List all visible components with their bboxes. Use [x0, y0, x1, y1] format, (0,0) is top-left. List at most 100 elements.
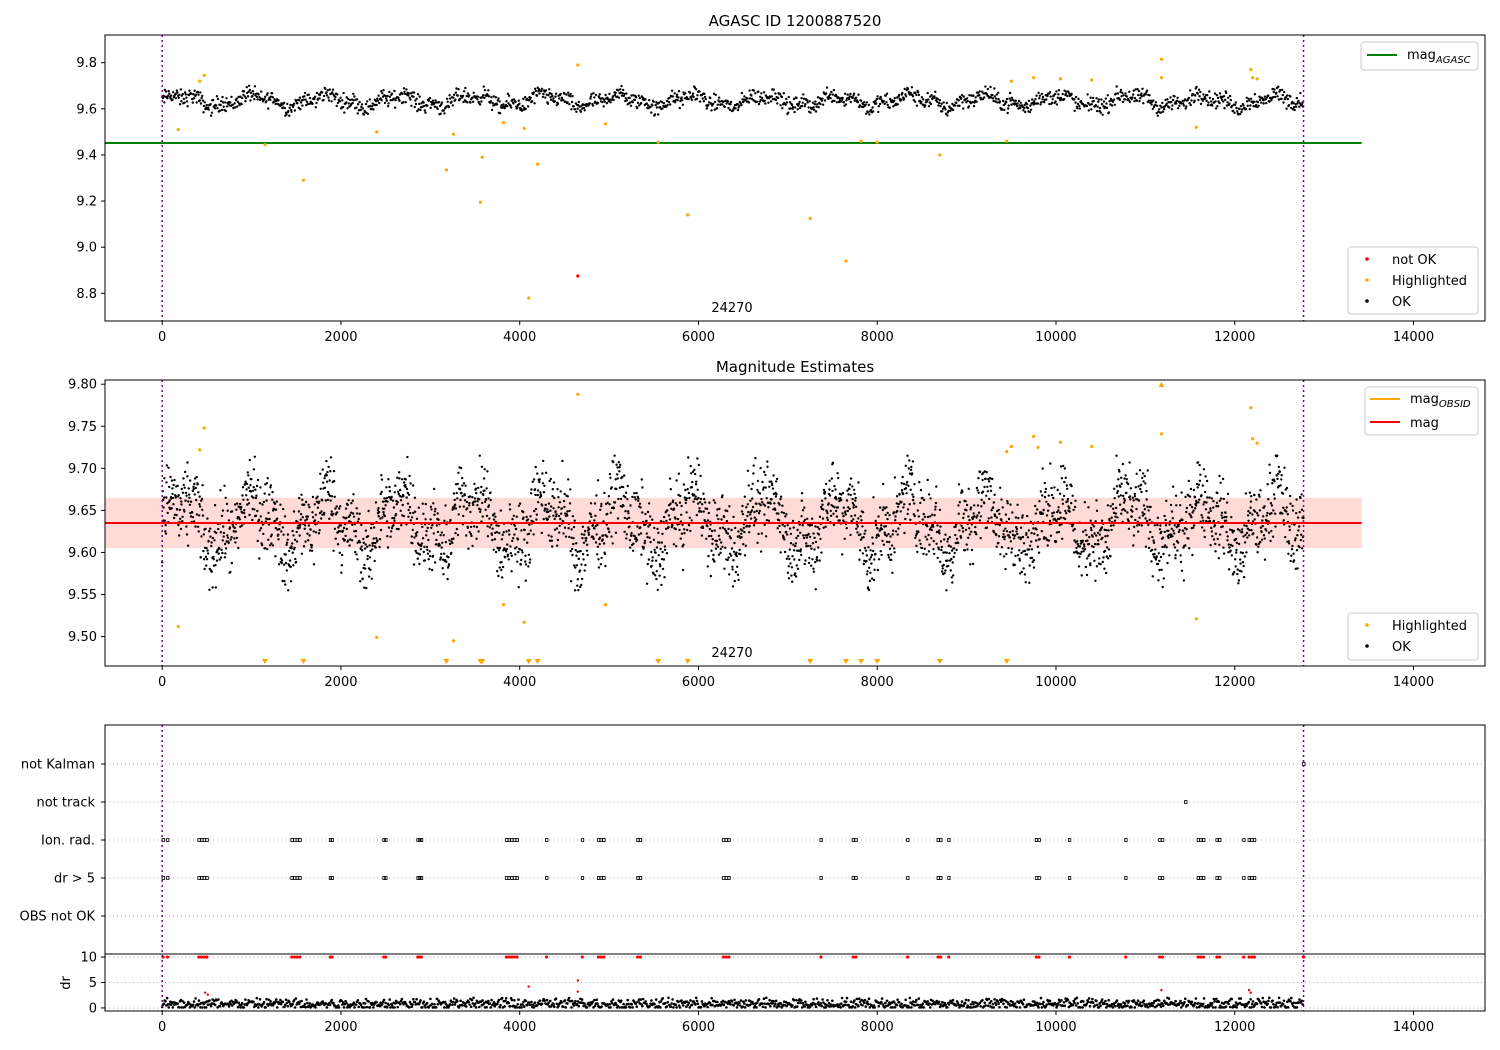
ok-point [1235, 541, 1239, 544]
ok-point [1255, 512, 1259, 515]
ok-point [731, 568, 734, 571]
ok-point [854, 499, 857, 502]
ok-point [1100, 519, 1104, 522]
ok-point [507, 558, 510, 561]
ok-point [684, 92, 687, 95]
ok-point [465, 94, 468, 98]
ok-point [759, 95, 762, 99]
ok-point [806, 544, 810, 548]
ok-point [891, 99, 894, 102]
ok-point [915, 532, 918, 535]
ok-point [1168, 106, 1171, 109]
ok-point [240, 102, 243, 106]
ok-point [305, 100, 309, 104]
ok-point [509, 104, 512, 107]
ok-point [1047, 494, 1051, 497]
legend-box [1347, 246, 1479, 315]
ok-point [845, 99, 848, 102]
ok-point [441, 541, 444, 544]
ok-point [1088, 535, 1091, 539]
ok-point [856, 531, 859, 534]
ok-point [360, 105, 363, 109]
ok-point [1282, 101, 1285, 104]
ok-point [327, 465, 330, 469]
ok-point [214, 564, 217, 567]
ok-point [468, 531, 471, 534]
ok-point [981, 98, 985, 101]
ok-point [327, 96, 330, 99]
ok-point [1144, 482, 1147, 485]
x-tick-label: 12000 [1214, 330, 1255, 345]
ok-point [347, 515, 350, 519]
ok-point [787, 565, 790, 568]
ok-point [967, 515, 970, 518]
ok-point [786, 571, 790, 574]
ok-point [680, 504, 683, 508]
ok-point [911, 95, 915, 98]
ok-point [362, 537, 365, 541]
ok-point [1097, 543, 1100, 546]
ok-point [720, 541, 723, 544]
ok-point [732, 515, 735, 519]
ok-point [980, 505, 983, 508]
ok-point [700, 534, 704, 537]
ok-point [534, 507, 538, 511]
ok-point [1076, 540, 1079, 543]
ok-point [767, 101, 770, 104]
ok-point [678, 106, 681, 110]
ok-point [986, 490, 990, 493]
ok-point [538, 478, 541, 481]
ok-point [1005, 530, 1009, 533]
ok-point [912, 495, 915, 499]
ok-point [753, 510, 756, 514]
ok-point [456, 482, 459, 486]
ok-point [255, 494, 258, 497]
ok-point [1133, 96, 1137, 100]
ok-point [875, 97, 879, 101]
ok-point [1085, 573, 1089, 577]
ok-point [1002, 533, 1005, 536]
ok-point [1074, 499, 1077, 502]
ok-point [686, 488, 689, 491]
ok-point [421, 525, 424, 529]
ok-point [568, 103, 571, 106]
ok-point [880, 553, 883, 557]
ok-point [316, 495, 319, 498]
ok-point [496, 99, 499, 102]
ok-point [647, 525, 650, 528]
ok-point [294, 560, 298, 564]
ok-point [819, 102, 822, 106]
ok-point [952, 574, 955, 577]
ok-point [461, 495, 464, 498]
ok-point [870, 562, 873, 565]
ok-point [707, 534, 711, 538]
ok-point [941, 110, 944, 113]
ok-point [268, 544, 272, 547]
ok-point [491, 538, 494, 542]
ok-point [946, 537, 950, 541]
ok-point [186, 461, 189, 464]
ok-point [787, 111, 790, 114]
ok-point [629, 504, 632, 507]
ok-point [936, 524, 939, 527]
ok-point [710, 534, 713, 538]
ok-point [603, 100, 607, 104]
ok-point [407, 515, 410, 518]
ok-point [812, 532, 815, 535]
ok-point [199, 102, 203, 105]
ok-point [608, 530, 611, 534]
ok-point [925, 553, 928, 556]
ok-point [816, 525, 819, 529]
ok-point [204, 527, 207, 531]
ok-point [211, 536, 215, 540]
ok-point [299, 108, 302, 111]
ok-point [740, 532, 743, 535]
ok-point [1158, 559, 1161, 563]
ok-point [971, 562, 975, 566]
ok-point [464, 86, 467, 90]
ok-point [1121, 100, 1125, 104]
ok-point [369, 104, 372, 108]
ok-point [268, 493, 271, 496]
ok-point [1047, 539, 1051, 542]
ok-point [257, 518, 261, 522]
